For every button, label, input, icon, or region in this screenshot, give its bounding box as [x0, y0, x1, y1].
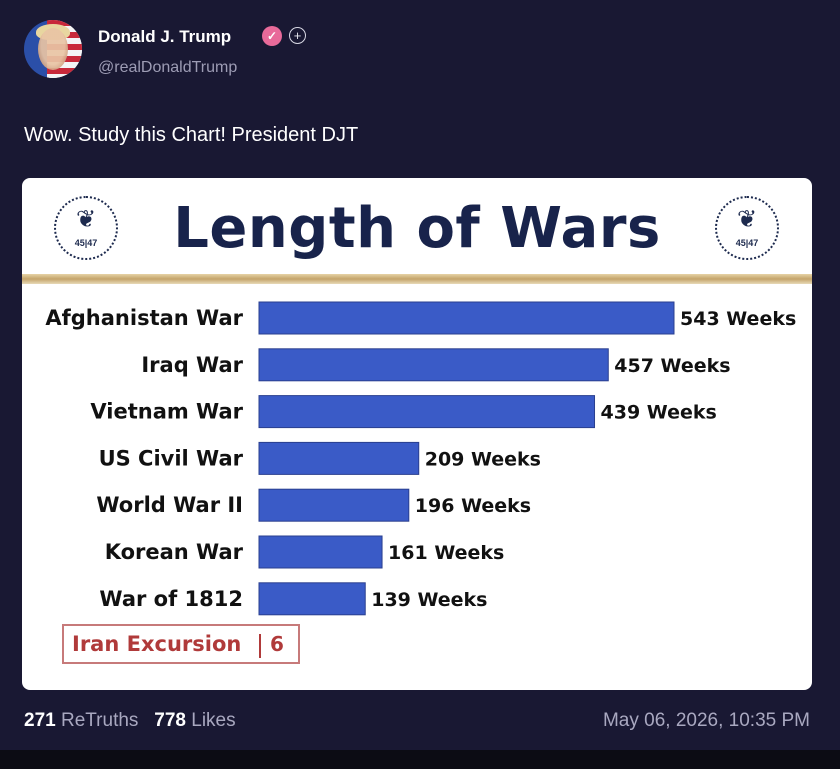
post-timestamp[interactable]: May 06, 2026, 10:35 PM [602, 710, 810, 731]
eagle-seal-icon: ❦ 45|47 [54, 196, 118, 260]
seal-number: 45|47 [735, 238, 759, 248]
bottom-strip [0, 750, 840, 769]
iran-excursion-box: Iran Excursion 6 [62, 624, 300, 664]
category-label: War of 1812 [99, 587, 243, 611]
seal-number: 45|47 [74, 238, 98, 248]
follow-plus-icon[interactable]: + [289, 27, 306, 44]
post-text: Wow. Study this Chart! President DJT [24, 124, 359, 146]
gold-divider [22, 274, 812, 284]
verified-badge-icon: ✓ [262, 26, 282, 46]
value-label: 543 Weeks [680, 308, 796, 330]
iran-excursion-divider [259, 634, 261, 658]
likes-label[interactable]: Likes [191, 710, 236, 731]
bar [258, 535, 383, 569]
bar [258, 348, 609, 382]
value-label: 439 Weeks [601, 402, 717, 424]
category-label: Vietnam War [90, 400, 243, 424]
bar [258, 395, 596, 429]
category-label: Korean War [105, 540, 244, 564]
post-stats: 271 ReTruths 778 Likes [24, 710, 236, 732]
bar [258, 301, 675, 335]
value-label: 196 Weeks [415, 495, 531, 517]
post-card: Donald J. Trump ✓ + @realDonaldTrump Wow… [22, 20, 812, 732]
eagle-seal-icon: ❦ 45|47 [715, 196, 779, 260]
avatar[interactable] [24, 20, 82, 78]
iran-excursion-label: Iran Excursion [72, 632, 242, 656]
retruths-label[interactable]: ReTruths [60, 710, 139, 731]
category-label: World War II [96, 493, 243, 517]
eagle-icon: ❦ [736, 206, 758, 233]
bar [258, 488, 410, 522]
chart-title: Length of Wars [173, 196, 661, 261]
category-label: Iraq War [141, 353, 243, 377]
post-image[interactable]: ❦ 45|47 Length of Wars ❦ 45|47 Afghanist… [22, 178, 812, 690]
eagle-icon: ❦ [75, 206, 97, 233]
likes-count[interactable]: 778 [154, 710, 186, 731]
category-label: US Civil War [99, 446, 244, 470]
value-label: 139 Weeks [371, 589, 487, 611]
avatar-face [38, 28, 68, 70]
value-label: 209 Weeks [425, 448, 541, 470]
value-label: 161 Weeks [388, 542, 504, 564]
value-label: 457 Weeks [614, 355, 730, 377]
author-name[interactable]: Donald J. Trump [98, 27, 232, 46]
bar [258, 441, 420, 475]
retruths-count[interactable]: 271 [24, 710, 56, 731]
bar-chart: Afghanistan War 543 Weeks Iraq War 457 Week… [45, 301, 796, 616]
author-handle[interactable]: @realDonaldTrump [98, 59, 238, 76]
iran-excursion-value: 6 [270, 632, 284, 656]
category-label: Afghanistan War [45, 306, 243, 330]
bar [258, 582, 366, 616]
